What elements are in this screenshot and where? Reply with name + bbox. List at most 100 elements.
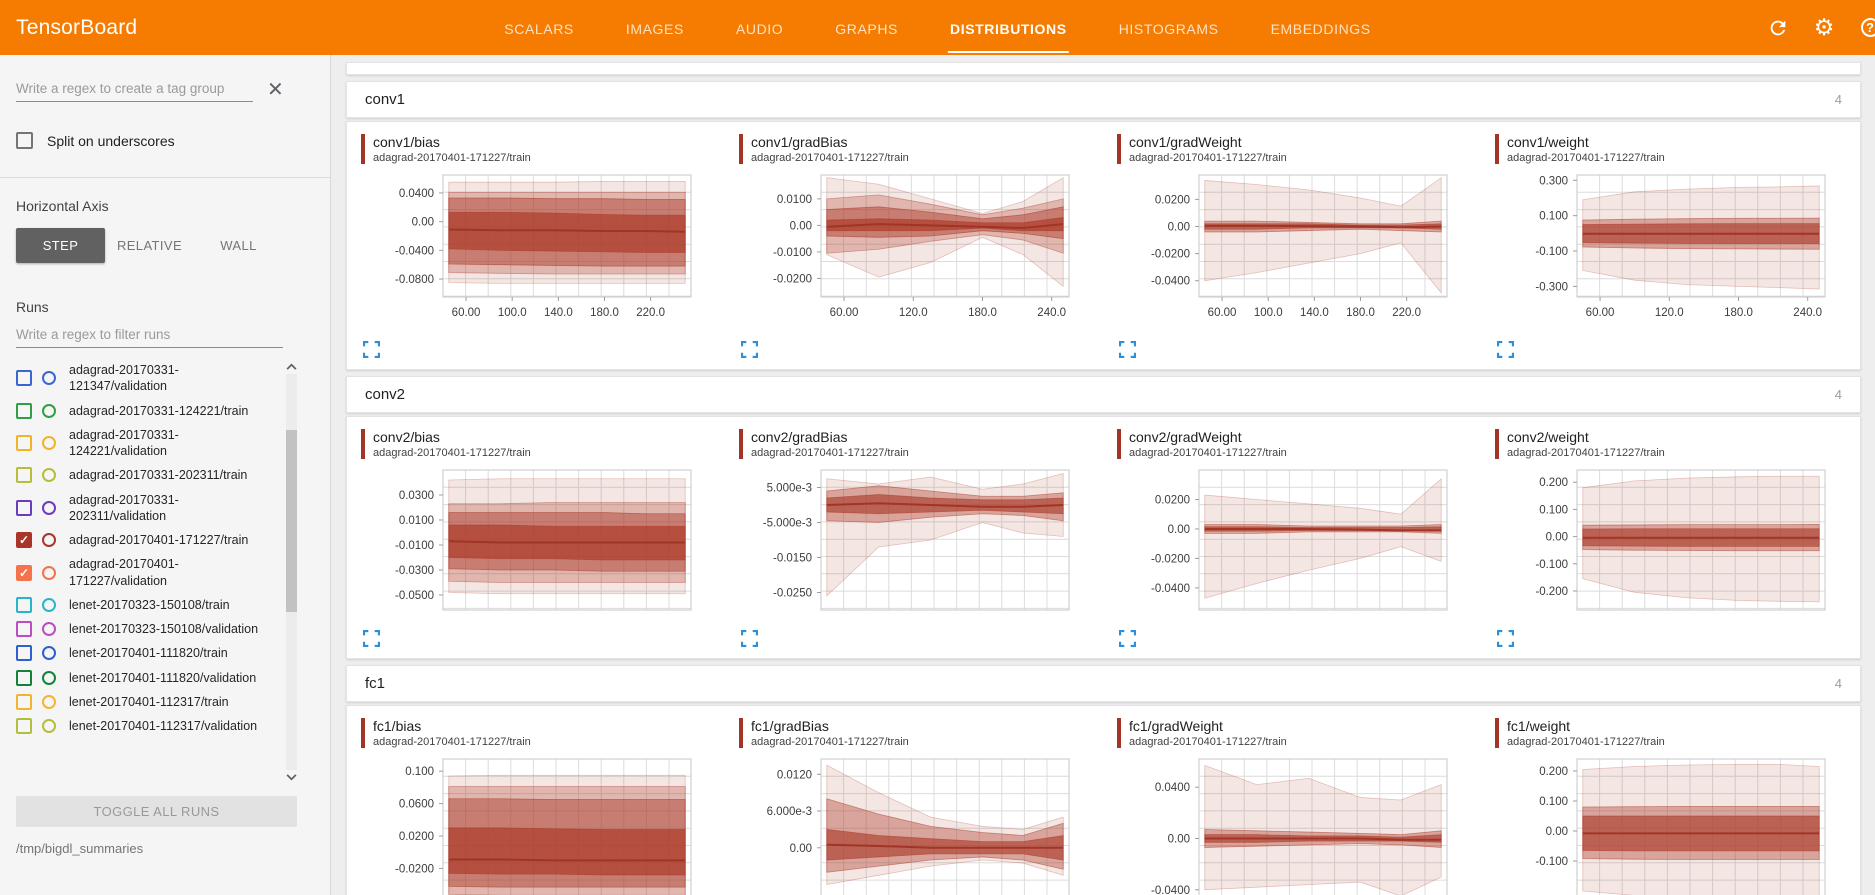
- axis-mode-relative-button[interactable]: RELATIVE: [116, 238, 183, 253]
- run-solo-radio[interactable]: [42, 622, 56, 637]
- run-solo-radio[interactable]: [42, 565, 56, 580]
- distribution-plot: 0.0120 6.000e-3 0.00: [767, 758, 1070, 895]
- y-tick-label: -0.300: [1535, 281, 1568, 293]
- chart-conv2-gradBias: conv2/gradBias adagrad-20170401-171227/tr…: [733, 429, 1111, 654]
- tab-embeddings[interactable]: EMBEDDINGS: [1245, 0, 1397, 55]
- run-checkbox[interactable]: [16, 718, 32, 735]
- scroll-up-icon[interactable]: [285, 360, 298, 373]
- expand-chart-icon[interactable]: [363, 341, 381, 359]
- run-solo-radio[interactable]: [42, 468, 56, 483]
- chart-plot-area: 0.0200 0.00 -0.0200 -0.0400: [1117, 465, 1489, 620]
- section-header-conv1[interactable]: conv1 4: [346, 81, 1861, 118]
- run-list-item[interactable]: adagrad-20170331-202311/train: [16, 463, 298, 487]
- run-checkbox[interactable]: ✓: [16, 564, 32, 581]
- run-solo-radio[interactable]: [42, 694, 56, 709]
- run-checkbox[interactable]: [16, 621, 32, 638]
- run-list-item[interactable]: lenet-20170401-112317/validation: [16, 714, 298, 738]
- run-list-item[interactable]: ✓ adagrad-20170401-171227/validation: [16, 552, 298, 593]
- run-solo-radio[interactable]: [42, 597, 56, 612]
- tab-audio[interactable]: AUDIO: [710, 0, 809, 55]
- axis-mode-wall-button[interactable]: WALL: [220, 238, 257, 253]
- run-checkbox[interactable]: [16, 435, 32, 451]
- run-solo-radio[interactable]: [42, 403, 56, 418]
- run-list-item[interactable]: adagrad-20170331-121347/validation: [16, 358, 298, 399]
- run-solo-radio[interactable]: [42, 719, 56, 734]
- y-tick-label: 0.100: [405, 766, 434, 778]
- chart-plot-area: 0.0400 0.00 -0.0400: [1117, 754, 1489, 895]
- run-checkbox[interactable]: [16, 693, 32, 710]
- run-list-item[interactable]: lenet-20170323-150108/train: [16, 593, 298, 617]
- expand-chart-icon[interactable]: [741, 630, 759, 648]
- refresh-icon[interactable]: [1766, 16, 1790, 40]
- run-list-item[interactable]: lenet-20170401-112317/train: [16, 690, 298, 714]
- run-checkbox[interactable]: [16, 402, 32, 419]
- run-solo-radio[interactable]: [42, 646, 56, 661]
- expand-chart-icon[interactable]: [1497, 341, 1515, 359]
- run-list-item[interactable]: adagrad-20170331-202311/validation: [16, 488, 298, 529]
- chart-title: conv2/weight: [1507, 429, 1589, 445]
- tab-label: GRAPHS: [835, 21, 898, 37]
- run-checkbox[interactable]: [16, 467, 32, 484]
- expand-chart-icon[interactable]: [1497, 630, 1515, 648]
- distribution-plot: 0.300 0.100 -0.100 -0.300 60.00 120.0 180.0 240…: [1535, 174, 1826, 319]
- tab-graphs[interactable]: GRAPHS: [809, 0, 924, 55]
- run-solo-radio[interactable]: [42, 670, 56, 685]
- run-list-item[interactable]: lenet-20170401-111820/validation: [16, 666, 298, 690]
- split-underscores-label: Split on underscores: [47, 132, 175, 149]
- sidebar-divider: [0, 177, 330, 178]
- run-solo-radio[interactable]: [42, 371, 56, 386]
- split-underscores-toggle[interactable]: Split on underscores: [0, 132, 330, 149]
- run-checkbox[interactable]: [16, 370, 32, 387]
- close-icon[interactable]: ✕: [267, 79, 284, 101]
- section-header-fc1[interactable]: fc1 4: [346, 665, 1861, 702]
- run-solo-radio[interactable]: [42, 500, 56, 515]
- run-list-item[interactable]: lenet-20170323-150108/validation: [16, 617, 298, 641]
- run-label: adagrad-20170331-124221/train: [69, 403, 249, 418]
- run-checkbox[interactable]: [16, 669, 32, 686]
- section-charts-conv2: conv2/bias adagrad-20170401-171227/train 0…: [346, 416, 1861, 659]
- scroll-down-icon[interactable]: [285, 771, 298, 784]
- toggle-all-runs-button[interactable]: TOGGLE ALL RUNS: [16, 796, 297, 827]
- section-charts-conv1: conv1/bias adagrad-20170401-171227/train 0…: [346, 121, 1861, 370]
- expand-chart-icon[interactable]: [741, 341, 759, 359]
- distribution-plot: 5.000e-3 -5.000e-3 -0.0150 -0.0250: [763, 469, 1070, 611]
- y-tick-label: 0.0200: [1155, 494, 1190, 506]
- chart-plot-area: 0.0200 0.00 -0.0200 -0.0400 60.00 100.0 140.0 1…: [1117, 170, 1489, 331]
- run-checkbox[interactable]: [16, 499, 32, 516]
- section-chart-count: 4: [1834, 387, 1842, 402]
- x-tick-label: 60.00: [830, 307, 859, 319]
- axis-mode-step-button[interactable]: STEP: [16, 228, 105, 263]
- x-tick-label: 140.0: [1300, 307, 1329, 319]
- y-tick-label: -0.100: [1535, 856, 1568, 868]
- run-solo-radio[interactable]: [42, 533, 56, 548]
- expand-chart-icon[interactable]: [363, 630, 381, 648]
- run-solo-radio[interactable]: [42, 436, 56, 450]
- tab-images[interactable]: IMAGES: [600, 0, 710, 55]
- run-checkbox[interactable]: [16, 596, 32, 613]
- section-title: conv1: [365, 91, 406, 108]
- y-tick-label: 0.0120: [777, 769, 812, 781]
- runs-filter-input[interactable]: [16, 323, 283, 348]
- help-icon[interactable]: ?: [1858, 16, 1875, 40]
- run-list-item[interactable]: adagrad-20170331-124221/train: [16, 399, 298, 423]
- tab-distributions[interactable]: DISTRIBUTIONS: [924, 0, 1093, 55]
- tab-scalars[interactable]: SCALARS: [478, 0, 600, 55]
- settings-gear-icon[interactable]: ⚙: [1813, 14, 1835, 40]
- scrollbar-thumb[interactable]: [286, 430, 297, 612]
- expand-chart-icon[interactable]: [1119, 341, 1137, 359]
- axis-mode-group: STEP RELATIVE WALL: [0, 228, 299, 263]
- run-list-item[interactable]: ✓ adagrad-20170401-171227/train: [16, 528, 298, 552]
- split-underscores-checkbox[interactable]: [16, 132, 33, 149]
- y-tick-label: 0.100: [1539, 504, 1568, 516]
- run-checkbox[interactable]: ✓: [16, 532, 32, 549]
- run-list-item[interactable]: adagrad-20170331-124221/validation: [16, 423, 298, 464]
- section-header-conv2[interactable]: conv2 4: [346, 376, 1861, 413]
- expand-chart-icon[interactable]: [1119, 630, 1137, 648]
- run-checkbox[interactable]: [16, 645, 32, 662]
- run-list-item[interactable]: lenet-20170401-111820/train: [16, 641, 298, 665]
- tag-group-regex-input[interactable]: [16, 77, 253, 102]
- run-label: lenet-20170401-112317/train: [69, 694, 229, 709]
- chart-run-name: adagrad-20170401-171227/train: [1129, 736, 1287, 748]
- run-label: lenet-20170323-150108/validation: [69, 622, 259, 636]
- tab-histograms[interactable]: HISTOGRAMS: [1093, 0, 1245, 55]
